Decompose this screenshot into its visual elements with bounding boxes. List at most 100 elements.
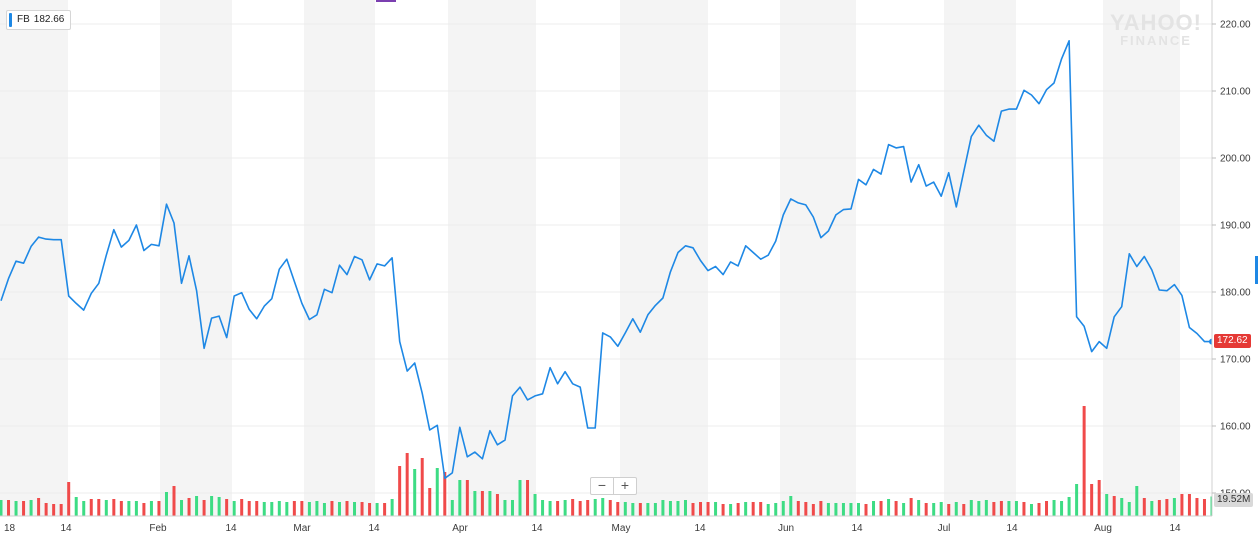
x-tick-label: 14 (1006, 523, 1018, 534)
volume-bar (541, 500, 545, 516)
volume-bar (939, 502, 943, 516)
volume-bar (992, 502, 996, 516)
volume-bar (1090, 484, 1094, 516)
volume-bar (180, 500, 184, 516)
volume-bar (1165, 499, 1169, 516)
zoom-controls: − + (590, 477, 637, 495)
volume-bar (676, 501, 680, 516)
volume-bar (187, 498, 191, 516)
volume-bar (932, 503, 936, 516)
x-tick-label: 14 (1169, 523, 1181, 534)
current-price-tag: 172.62 (1214, 334, 1251, 348)
zoom-in-button[interactable]: + (613, 478, 636, 494)
volume-bar (804, 502, 808, 516)
volume-bar (330, 501, 334, 516)
volume-bar (398, 466, 402, 516)
month-band (620, 0, 708, 516)
volume-bar (721, 504, 725, 516)
volume-bar (984, 500, 988, 516)
volume-bar (864, 504, 868, 516)
volume-bar (751, 502, 755, 516)
volume-bar (962, 504, 966, 516)
x-tick-label: Apr (452, 523, 468, 534)
volume-bar (699, 502, 703, 516)
volume-bar (789, 496, 793, 516)
volume-bar (443, 472, 447, 516)
volume-bar (1187, 494, 1191, 516)
y-tick-label: 180.00 (1220, 288, 1251, 299)
volume-bar (119, 501, 123, 516)
x-tick-label: 18 (4, 523, 16, 534)
volume-bar (89, 499, 93, 516)
volume-bar (112, 499, 116, 516)
volume-bar (300, 501, 304, 516)
volume-bar (322, 503, 326, 516)
top-accent-marker (376, 0, 396, 2)
volume-bar (533, 494, 537, 516)
grid-lines (0, 23, 1212, 494)
volume-bar (1014, 501, 1018, 516)
x-tick-label: May (612, 523, 631, 534)
volume-bar (1022, 502, 1026, 516)
scroll-edge-marker[interactable] (1255, 256, 1258, 284)
volume-bar (661, 500, 665, 516)
volume-bar (683, 500, 687, 516)
x-tick-label: 14 (531, 523, 543, 534)
volume-bar (856, 503, 860, 516)
volume-bar (164, 492, 168, 516)
volume-bar (262, 502, 266, 516)
volume-bar (67, 482, 71, 516)
y-axis-panel (1212, 0, 1258, 542)
volume-bar (1045, 501, 1049, 516)
volume-bar (368, 503, 372, 516)
volume-bars (0, 406, 1214, 516)
volume-bar (586, 500, 590, 516)
volume-bar (1150, 501, 1154, 516)
volume-bar (631, 503, 635, 516)
zoom-out-button[interactable]: − (597, 477, 607, 493)
volume-bar (894, 501, 898, 516)
volume-bar (556, 501, 560, 516)
volume-bar (315, 501, 319, 516)
volume-bar (601, 498, 605, 516)
volume-bar (593, 499, 597, 516)
volume-bar (1082, 406, 1086, 516)
volume-bar (872, 501, 876, 516)
volume-bar (390, 499, 394, 516)
volume-bar (97, 499, 101, 516)
volume-bar (360, 502, 364, 516)
volume-bar (44, 503, 48, 516)
volume-bar (510, 500, 514, 516)
y-tick-label: 210.00 (1220, 87, 1251, 98)
volume-bar (428, 488, 432, 516)
volume-bar (902, 503, 906, 516)
volume-bar (225, 499, 229, 516)
x-tick-label: 14 (368, 523, 380, 534)
volume-bar (465, 480, 469, 516)
volume-bar (383, 503, 387, 516)
volume-bar (917, 500, 921, 516)
volume-bar (1120, 498, 1124, 516)
volume-bar (668, 501, 672, 516)
volume-bar (774, 503, 778, 516)
x-axis: 18 14 Feb 14 Mar 14 Apr 14 May 14 Jun 14 Jul 14 Aug 14 (0, 515, 1212, 534)
volume-bar (172, 486, 176, 516)
volume-bar (796, 501, 800, 516)
legend-chip[interactable]: FB 182.66 (6, 10, 72, 30)
x-tick-label: 14 (694, 523, 706, 534)
volume-bar (277, 501, 281, 516)
volume-bar (947, 504, 951, 516)
month-band (0, 0, 68, 516)
volume-bar (255, 501, 259, 516)
volume-bar (420, 458, 424, 516)
volume-bar (503, 500, 507, 516)
volume-bar (646, 503, 650, 516)
volume-bar (232, 501, 236, 516)
y-tick-label: 160.00 (1220, 422, 1251, 433)
volume-bar (706, 502, 710, 516)
volume-bar (924, 503, 928, 516)
volume-bar (759, 502, 763, 516)
month-band (304, 0, 375, 516)
volume-bar (157, 501, 161, 516)
